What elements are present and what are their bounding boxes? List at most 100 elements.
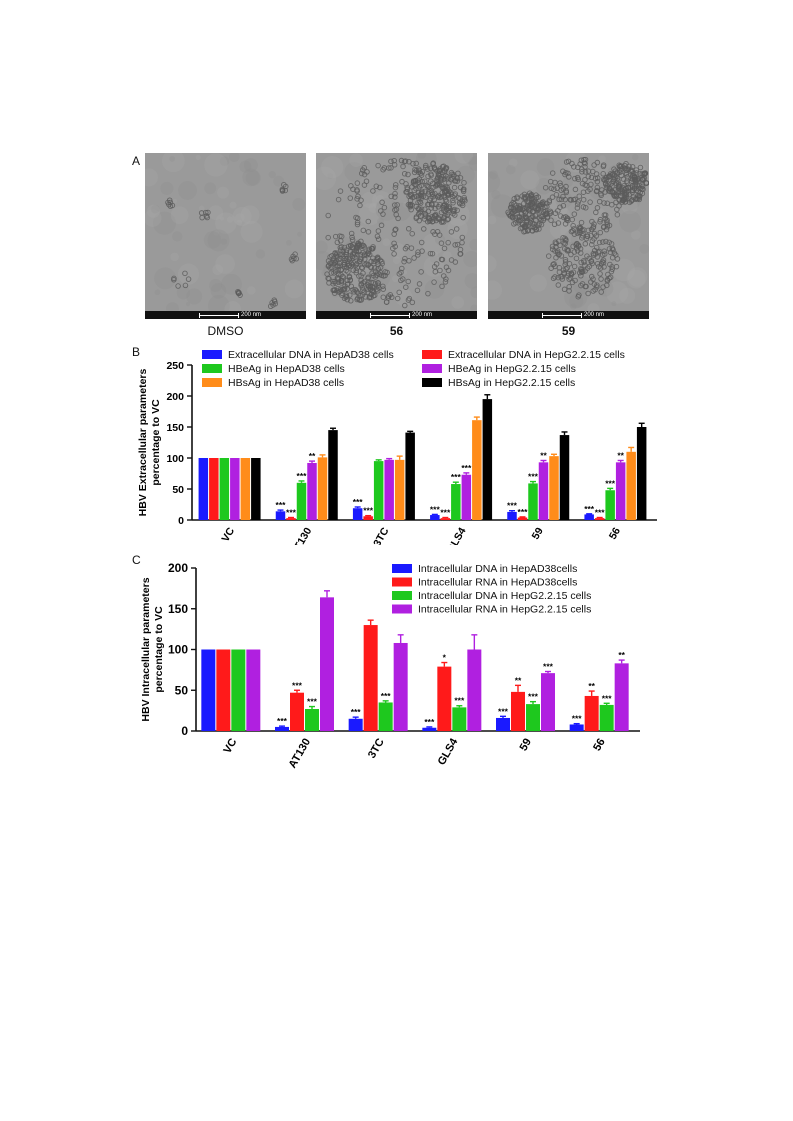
em-particle <box>416 166 422 172</box>
y-axis-label: percentage to VC <box>150 399 162 486</box>
em-particle <box>508 205 514 211</box>
em-noise <box>221 273 242 295</box>
em-noise <box>247 286 256 295</box>
em-noise <box>268 170 276 179</box>
em-particle <box>549 243 556 250</box>
em-particle <box>560 267 567 273</box>
em-particle <box>424 182 430 189</box>
em-particle <box>455 170 461 177</box>
em-noise <box>273 175 285 187</box>
em-noise <box>451 296 465 309</box>
em-particle <box>435 194 441 200</box>
legend-swatch <box>392 604 412 614</box>
legend-label: Intracellular DNA in HepAD38cells <box>418 563 577 575</box>
em-particle <box>443 166 449 172</box>
caption-56: 56 <box>389 324 404 338</box>
em-particle <box>182 282 189 289</box>
em-particle <box>555 282 562 288</box>
em-noise <box>145 168 158 187</box>
em-particle <box>422 164 429 171</box>
significance-label: *** <box>605 478 616 488</box>
bar <box>240 458 251 520</box>
x-tick-label: 59 <box>518 737 535 754</box>
significance-label: *** <box>297 471 308 481</box>
em-particle <box>443 276 449 282</box>
em-particle <box>609 201 615 208</box>
em-image-dmso: 200 nm <box>145 153 306 319</box>
em-noise <box>392 256 401 265</box>
bar <box>437 666 452 731</box>
em-noise <box>368 202 379 214</box>
em-particle <box>528 218 535 224</box>
em-particle <box>416 217 423 224</box>
em-particle <box>604 223 611 230</box>
em-particle <box>524 199 530 205</box>
em-particle <box>614 256 621 262</box>
bar <box>467 649 482 731</box>
em-particle <box>353 267 359 274</box>
em-particle <box>602 212 609 218</box>
em-particle <box>267 303 274 309</box>
em-particle <box>409 230 415 237</box>
em-particle <box>555 251 562 258</box>
em-noise <box>208 205 224 220</box>
em-particle <box>331 290 338 296</box>
em-particle <box>571 249 578 255</box>
em-particle <box>629 164 636 170</box>
em-noise <box>462 153 477 165</box>
em-particle <box>576 193 583 199</box>
em-particle <box>439 256 446 263</box>
em-background <box>145 153 306 319</box>
significance-label: *** <box>351 707 362 717</box>
em-particle <box>335 196 342 203</box>
significance-label: *** <box>498 706 509 716</box>
em-particle <box>630 170 637 176</box>
significance-label: *** <box>595 508 606 518</box>
em-noise <box>217 186 230 199</box>
em-particle <box>600 224 607 231</box>
em-particle <box>376 271 383 278</box>
bar <box>626 451 636 520</box>
em-particle <box>549 170 556 176</box>
em-particle <box>413 160 419 167</box>
x-tick-label: GLS4 <box>436 736 461 768</box>
em-particle <box>402 302 408 309</box>
em-particle <box>588 181 594 188</box>
em-noise <box>361 191 378 208</box>
em-particle <box>396 271 403 277</box>
em-particle <box>405 278 411 285</box>
em-particle <box>415 195 422 201</box>
bar <box>528 483 538 520</box>
y-tick-label: 200 <box>166 391 184 403</box>
em-particle <box>637 164 644 171</box>
em-particle <box>594 260 601 267</box>
em-particle <box>417 200 424 206</box>
em-particle <box>358 170 365 177</box>
em-particle <box>418 182 425 189</box>
em-noise <box>371 190 392 211</box>
em-particle <box>577 161 583 167</box>
em-particle <box>445 267 452 274</box>
em-particle <box>333 251 339 258</box>
em-particle <box>375 236 382 242</box>
em-particle <box>406 295 413 302</box>
significance-label: *** <box>292 680 303 690</box>
em-noise <box>491 190 501 200</box>
scale-bar-label: 200 nm <box>412 312 433 318</box>
em-noise <box>242 168 260 187</box>
em-particle <box>361 256 368 262</box>
em-particle <box>578 219 585 226</box>
x-tick-label: 3TC <box>366 736 387 760</box>
em-particle <box>526 205 532 211</box>
em-particle <box>600 257 607 263</box>
em-particle <box>182 270 188 277</box>
em-noise <box>422 233 445 255</box>
em-particle <box>578 259 584 266</box>
bar <box>246 649 261 731</box>
em-particle <box>411 255 417 261</box>
y-axis-label: HBV Extracellular parameters <box>137 369 149 517</box>
em-noise <box>204 182 217 195</box>
em-particle <box>332 280 339 286</box>
em-particle <box>572 186 579 193</box>
em-particle <box>461 186 467 192</box>
